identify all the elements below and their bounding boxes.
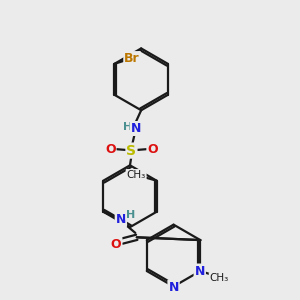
Text: N: N (195, 265, 205, 278)
Text: H: H (123, 122, 132, 132)
Text: N: N (131, 122, 141, 135)
Text: CH₃: CH₃ (210, 273, 229, 283)
Text: S: S (127, 144, 136, 158)
Text: N: N (168, 280, 179, 294)
Text: Br: Br (124, 52, 140, 65)
Text: O: O (147, 142, 158, 156)
Text: O: O (111, 238, 122, 251)
Text: O: O (105, 142, 116, 156)
Text: CH₃: CH₃ (127, 170, 146, 180)
Text: H: H (126, 210, 136, 220)
Text: N: N (116, 213, 126, 226)
